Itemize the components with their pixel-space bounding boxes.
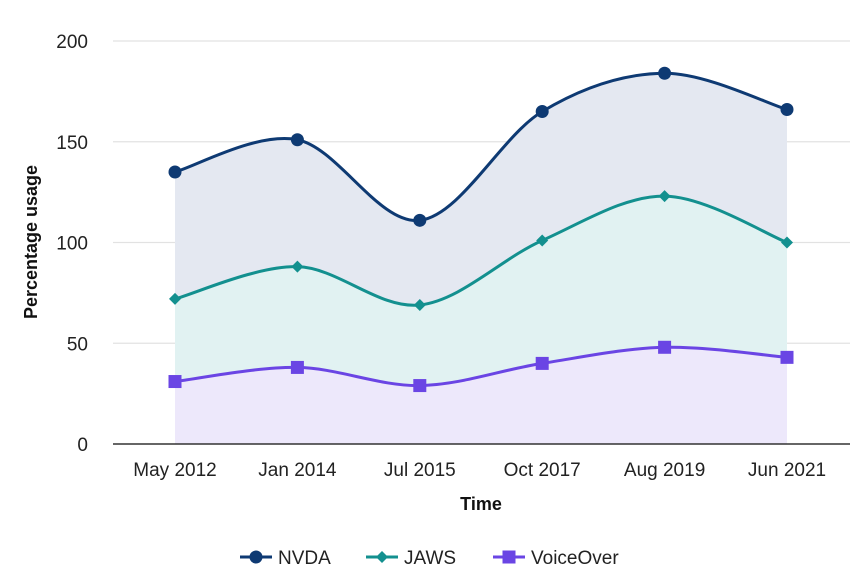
point-voiceover xyxy=(290,360,304,374)
y-tick-label: 50 xyxy=(67,334,88,355)
point-jaws xyxy=(413,298,426,311)
x-tick-label: Aug 2019 xyxy=(624,460,705,481)
point-voiceover xyxy=(535,356,549,370)
point-nvda xyxy=(413,213,427,227)
point-nvda xyxy=(290,133,304,147)
point-jaws xyxy=(781,236,793,249)
legend-label: VoiceOver xyxy=(531,548,619,569)
point-jaws xyxy=(291,260,304,273)
x-tick-label: May 2012 xyxy=(133,460,216,481)
legend: NVDA JAWS VoiceOver xyxy=(240,548,619,569)
x-tick-label: Oct 2017 xyxy=(504,460,581,481)
legend-label: NVDA xyxy=(278,548,331,569)
point-nvda xyxy=(658,66,672,80)
y-tick-label: 150 xyxy=(56,133,88,154)
point-voiceover xyxy=(413,379,427,393)
line-voiceover xyxy=(174,345,788,388)
point-nvda xyxy=(168,165,182,179)
point-nvda xyxy=(535,105,549,119)
legend-label: JAWS xyxy=(404,548,456,569)
y-axis-ticks: 0 50 100 150 200 xyxy=(56,32,88,456)
x-tick-label: Jul 2015 xyxy=(384,460,456,481)
x-tick-label: Jun 2021 xyxy=(748,460,826,481)
markers xyxy=(168,66,794,393)
line-nvda xyxy=(174,71,788,222)
line-jaws xyxy=(174,194,788,307)
y-tick-label: 200 xyxy=(56,32,88,53)
legend-item-jaws: JAWS xyxy=(366,548,456,569)
legend-item-voiceover: VoiceOver xyxy=(493,548,619,569)
point-jaws xyxy=(658,190,671,203)
x-axis-ticks: May 2012 Jan 2014 Jul 2015 Oct 2017 Aug 2019… xyxy=(133,460,826,481)
point-voiceover xyxy=(658,340,672,354)
point-jaws xyxy=(536,234,549,247)
y-tick-label: 100 xyxy=(56,234,88,255)
lines xyxy=(174,71,788,388)
areas xyxy=(175,73,787,445)
point-voiceover xyxy=(780,350,794,364)
point-jaws xyxy=(169,292,181,305)
legend-marker xyxy=(376,551,388,563)
y-tick-label: 0 xyxy=(77,435,88,456)
point-voiceover xyxy=(168,375,182,389)
legend-item-nvda: NVDA xyxy=(240,548,331,569)
y-axis-title: Percentage usage xyxy=(21,165,41,319)
x-axis-title: Time xyxy=(460,494,502,514)
x-tick-label: Jan 2014 xyxy=(258,460,337,481)
legend-marker xyxy=(249,550,263,564)
point-nvda xyxy=(780,103,794,117)
legend-marker xyxy=(502,550,516,564)
